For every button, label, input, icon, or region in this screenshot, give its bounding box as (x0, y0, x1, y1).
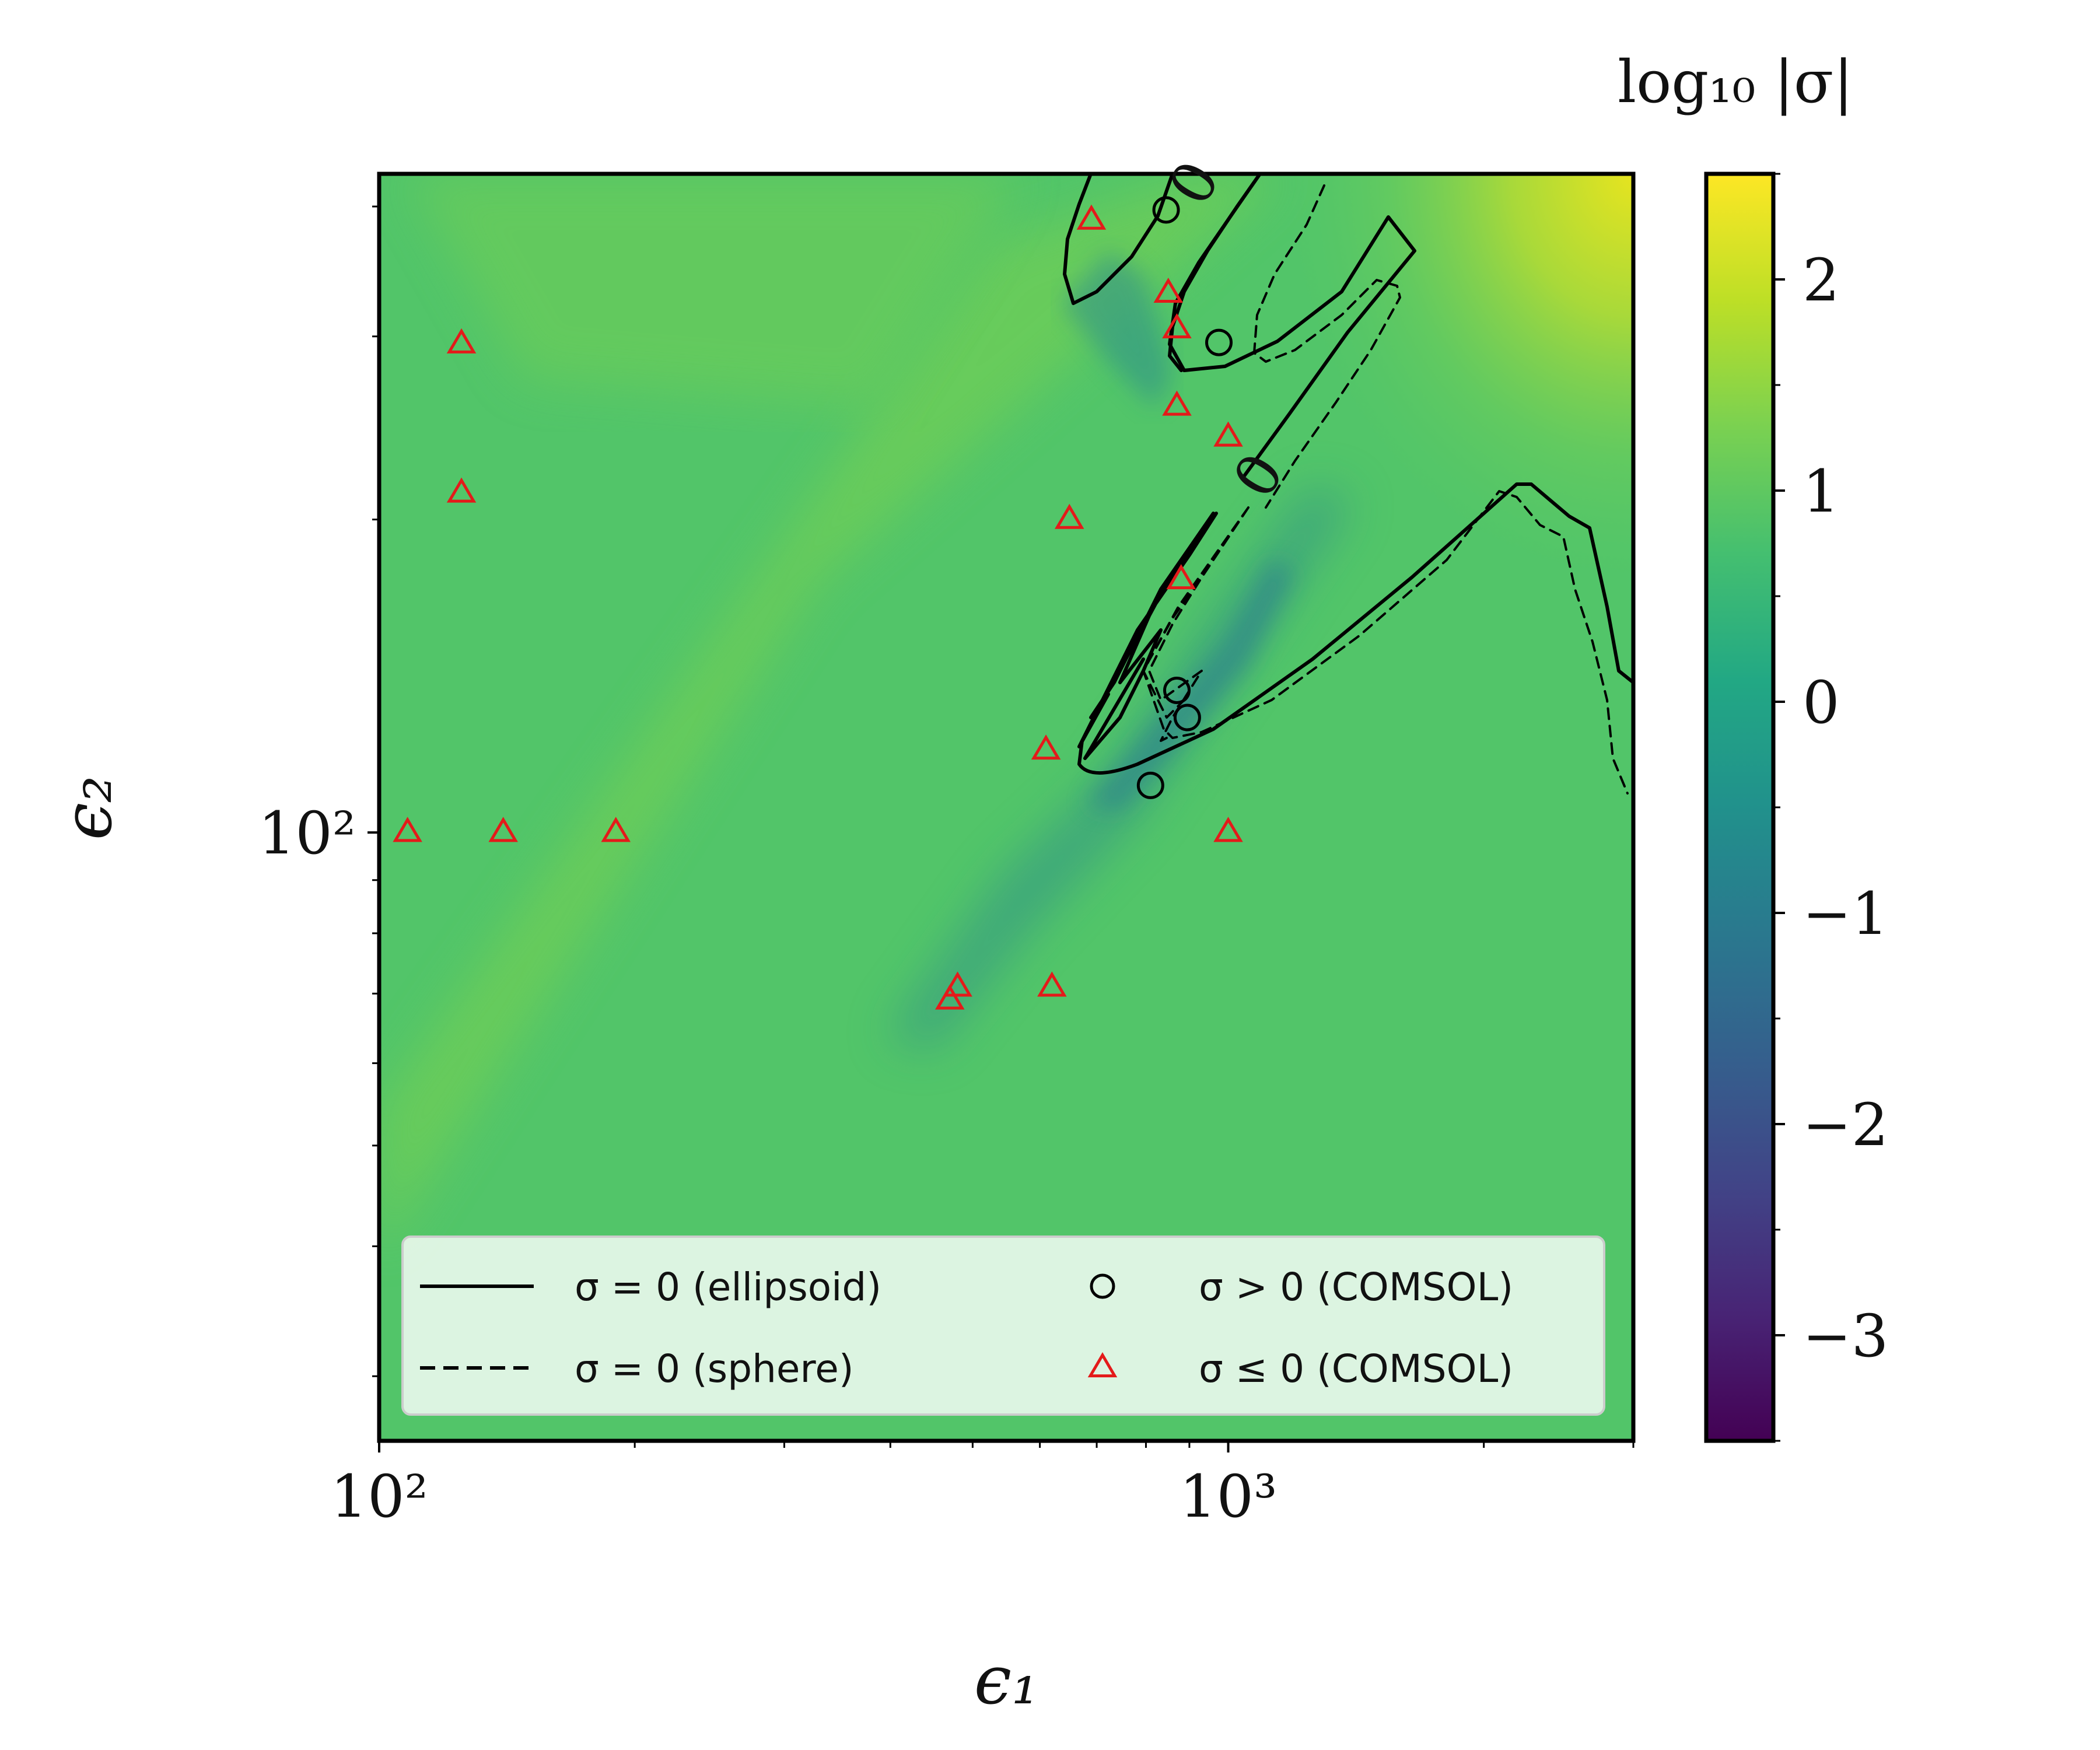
contour-sphere-lower (1142, 490, 1629, 794)
marker-positive-4 (1173, 704, 1201, 732)
markers (393, 196, 1243, 1010)
marker-nonpositive-10 (1054, 503, 1084, 529)
marker-nonpositive-15 (935, 984, 965, 1010)
legend-label-3: σ ≤ 0 (COMSOL) (1199, 1346, 1513, 1391)
colorbar-tick-label-2: 0 (1803, 668, 1840, 737)
heatmap-dark-upper (1062, 251, 1172, 408)
x-axis-label: ϵ₁ (974, 1642, 1039, 1720)
legend-label-1: σ > 0 (COMSOL) (1199, 1265, 1513, 1310)
colorbar-title: log₁₀ |σ| (1618, 48, 1853, 116)
legend-box (401, 1236, 1605, 1416)
marker-nonpositive-16 (1037, 971, 1067, 997)
plot-frame (377, 172, 1636, 1443)
contour-ellipsoid-lower (1077, 482, 1633, 775)
legend: σ = 0 (ellipsoid) σ > 0 (COMSOL) σ = 0 (sp… (401, 1236, 1605, 1416)
marker-positive-3 (1136, 771, 1164, 799)
contour-ellipsoid-label-gap (1168, 174, 1262, 372)
contour-sphere-top (1253, 184, 1401, 509)
colorbar-tick-label-4: −2 (1803, 1091, 1888, 1159)
colorbar: 2 1 0 −1 −2 −3 log₁₀ |σ| (1618, 48, 1888, 1443)
marker-nonpositive-2 (393, 817, 422, 842)
marker-positive-2 (1163, 676, 1191, 704)
marker-positive-0 (1152, 196, 1180, 224)
legend-label-0: σ = 0 (ellipsoid) (575, 1265, 881, 1310)
marker-nonpositive-6 (1153, 277, 1184, 303)
marker-nonpositive-4 (601, 817, 631, 842)
x-tick-label-0: 10² (330, 1462, 428, 1531)
marker-nonpositive-3 (488, 817, 518, 842)
contour-lines (1063, 174, 1633, 794)
colorbar-tick-label-5: −3 (1803, 1302, 1888, 1370)
marker-nonpositive-8 (1162, 390, 1192, 416)
contour-ellipsoid-top-middle (1168, 174, 1416, 480)
marker-nonpositive-11 (1166, 564, 1196, 590)
colorbar-tick-label-0: 2 (1803, 246, 1840, 314)
marker-nonpositive-1 (446, 477, 477, 503)
marker-nonpositive-0 (446, 328, 477, 354)
contour-ellipsoid-top-left (1063, 174, 1174, 305)
colorbar-tick-label-3: −1 (1803, 880, 1888, 948)
legend-circle-marker (1090, 1273, 1115, 1299)
marker-nonpositive-12 (1031, 734, 1061, 760)
y-axis-label: ϵ₂ (49, 776, 127, 841)
x-tick-label-1: 10³ (1180, 1462, 1277, 1531)
heatmap-light-band-upper (408, 174, 1021, 408)
marker-nonpositive-14 (943, 971, 972, 997)
heatmap-dark-valley-core (1085, 560, 1295, 811)
axes: 10² 10³ 10² ϵ₁ ϵ₂ (49, 205, 1634, 1720)
y-tick-label-0: 10² (258, 799, 356, 867)
colorbar-tick-label-1: 1 (1803, 457, 1840, 526)
legend-label-2: σ = 0 (sphere) (575, 1346, 854, 1391)
marker-nonpositive-7 (1162, 313, 1192, 339)
marker-nonpositive-13 (1213, 817, 1243, 842)
legend-triangle-marker (1087, 1352, 1118, 1378)
marker-nonpositive-9 (1213, 421, 1243, 447)
colorbar-gradient (1704, 172, 1776, 1443)
marker-nonpositive-5 (1076, 204, 1107, 230)
marker-positive-1 (1205, 328, 1233, 356)
